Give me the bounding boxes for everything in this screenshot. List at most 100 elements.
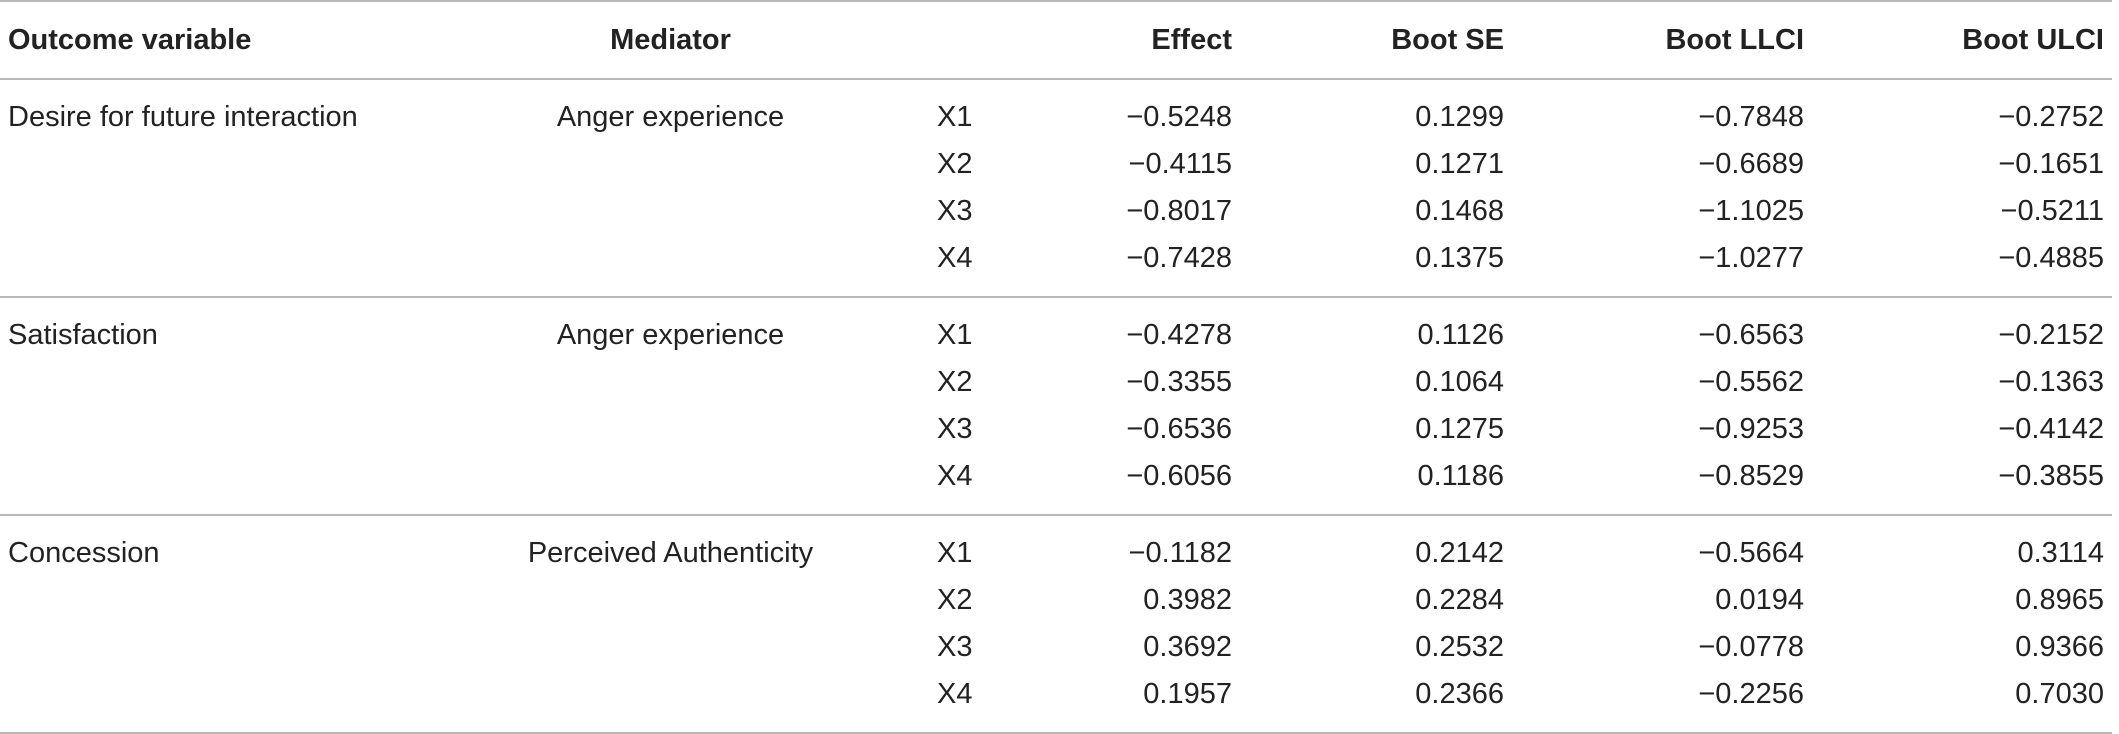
- mediator-cell-empty: [468, 671, 873, 733]
- predictor-cell: X3: [937, 413, 973, 445]
- table-row: X3 0.3692 0.2532 −0.0778 0.9366: [0, 624, 2112, 671]
- outcome-cell-empty: [0, 359, 468, 406]
- predictor-cell: X1: [937, 319, 973, 351]
- boot-llci-cell: −0.5664: [1698, 537, 1804, 569]
- boot-llci-cell: −0.8529: [1698, 460, 1804, 492]
- table-row: X2 0.3982 0.2284 0.0194 0.8965: [0, 577, 2112, 624]
- outcome-cell-empty: [0, 671, 468, 733]
- boot-llci-cell: −1.1025: [1698, 195, 1804, 227]
- effect-cell: −0.6056: [1126, 460, 1232, 492]
- mediator-cell-empty: [468, 359, 873, 406]
- table-row: X3 −0.8017 0.1468 −1.1025 −0.5211: [0, 188, 2112, 235]
- effect-cell: 0.3692: [1143, 631, 1232, 663]
- outcome-cell-empty: [0, 453, 468, 515]
- effect-cell: −0.4278: [1126, 319, 1232, 351]
- boot-llci-cell: −0.6563: [1698, 319, 1804, 351]
- boot-se-cell: 0.1468: [1415, 195, 1504, 227]
- predictor-cell: X4: [937, 678, 973, 710]
- table-row: X2 −0.3355 0.1064 −0.5562 −0.1363: [0, 359, 2112, 406]
- outcome-cell: Desire for future interaction: [8, 101, 358, 133]
- effect-cell: −0.6536: [1126, 413, 1232, 445]
- effect-cell: 0.3982: [1143, 584, 1232, 616]
- header-boot-se: Boot SE: [1391, 23, 1504, 56]
- table-row: Satisfaction Anger experience X1 −0.4278…: [0, 297, 2112, 359]
- predictor-cell: X2: [937, 148, 973, 180]
- boot-ulci-cell: 0.3114: [2017, 537, 2104, 569]
- boot-ulci-cell: −0.1363: [1998, 366, 2104, 398]
- effect-cell: −0.7428: [1126, 242, 1232, 274]
- effect-cell: −0.5248: [1126, 101, 1232, 133]
- mediator-cell-empty: [468, 235, 873, 297]
- boot-se-cell: 0.2142: [1415, 537, 1504, 569]
- predictor-cell: X3: [937, 195, 973, 227]
- boot-se-cell: 0.1375: [1415, 242, 1504, 274]
- boot-ulci-cell: 0.8965: [2015, 584, 2104, 616]
- boot-ulci-cell: 0.7030: [2015, 678, 2104, 710]
- boot-llci-cell: −0.2256: [1698, 678, 1804, 710]
- table-body: Desire for future interaction Anger expe…: [0, 79, 2112, 733]
- header-boot-ulci: Boot ULCI: [1962, 23, 2104, 56]
- effect-cell: −0.3355: [1126, 366, 1232, 398]
- boot-se-cell: 0.1275: [1415, 413, 1504, 445]
- outcome-cell-empty: [0, 624, 468, 671]
- boot-ulci-cell: −0.2152: [1998, 319, 2104, 351]
- table-row: Desire for future interaction Anger expe…: [0, 79, 2112, 141]
- table-row: X3 −0.6536 0.1275 −0.9253 −0.4142: [0, 406, 2112, 453]
- outcome-cell: Concession: [8, 537, 160, 569]
- boot-llci-cell: −0.0778: [1698, 631, 1804, 663]
- boot-llci-cell: 0.0194: [1715, 584, 1804, 616]
- mediator-cell: Anger experience: [556, 319, 785, 351]
- mediator-cell: Anger experience: [556, 101, 785, 133]
- boot-ulci-cell: 0.9366: [2015, 631, 2104, 663]
- outcome-cell-empty: [0, 235, 468, 297]
- header-outcome-variable: Outcome variable: [8, 23, 252, 56]
- table-row: X4 −0.6056 0.1186 −0.8529 −0.3855: [0, 453, 2112, 515]
- effect-cell: −0.8017: [1126, 195, 1232, 227]
- mediator-cell-empty: [468, 141, 873, 188]
- predictor-cell: X1: [937, 537, 973, 569]
- boot-ulci-cell: −0.4885: [1998, 242, 2104, 274]
- table-row: X4 0.1957 0.2366 −0.2256 0.7030: [0, 671, 2112, 733]
- effect-cell: −0.4115: [1128, 148, 1232, 180]
- table-row: X2 −0.4115 0.1271 −0.6689 −0.1651: [0, 141, 2112, 188]
- mediator-cell-empty: [468, 453, 873, 515]
- header-boot-llci: Boot LLCI: [1665, 23, 1804, 56]
- header-mediator: Mediator: [610, 23, 731, 56]
- boot-ulci-cell: −0.4142: [1998, 413, 2104, 445]
- predictor-cell: X3: [937, 631, 973, 663]
- boot-llci-cell: −0.9253: [1698, 413, 1804, 445]
- effect-cell: −0.1182: [1128, 537, 1232, 569]
- boot-llci-cell: −1.0277: [1698, 242, 1804, 274]
- predictor-cell: X2: [937, 584, 973, 616]
- mediator-cell-empty: [468, 624, 873, 671]
- boot-ulci-cell: −0.2752: [1998, 101, 2104, 133]
- table-row: Concession Perceived Authenticity X1 −0.…: [0, 515, 2112, 577]
- boot-ulci-cell: −0.3855: [1998, 460, 2104, 492]
- effect-cell: 0.1957: [1143, 678, 1232, 710]
- boot-ulci-cell: −0.5211: [2000, 195, 2104, 227]
- boot-se-cell: 0.2366: [1415, 678, 1504, 710]
- boot-llci-cell: −0.6689: [1698, 148, 1804, 180]
- mediator-cell-empty: [468, 188, 873, 235]
- table-row: X4 −0.7428 0.1375 −1.0277 −0.4885: [0, 235, 2112, 297]
- predictor-cell: X4: [937, 242, 973, 274]
- boot-se-cell: 0.1064: [1415, 366, 1504, 398]
- outcome-cell-empty: [0, 577, 468, 624]
- outcome-cell-empty: [0, 141, 468, 188]
- boot-se-cell: 0.1126: [1417, 319, 1504, 351]
- outcome-cell: Satisfaction: [8, 319, 158, 351]
- boot-se-cell: 0.2532: [1415, 631, 1504, 663]
- predictor-cell: X1: [937, 101, 973, 133]
- table-header: Outcome variable Mediator Effect Boot SE…: [0, 1, 2112, 79]
- outcome-cell-empty: [0, 188, 468, 235]
- mediator-cell: Perceived Authenticity: [527, 537, 814, 569]
- boot-ulci-cell: −0.1651: [1998, 148, 2104, 180]
- mediator-cell-empty: [468, 577, 873, 624]
- boot-se-cell: 0.1271: [1415, 148, 1504, 180]
- boot-se-cell: 0.1299: [1415, 101, 1504, 133]
- predictor-cell: X2: [937, 366, 973, 398]
- predictor-cell: X4: [937, 460, 973, 492]
- header-effect: Effect: [1151, 23, 1232, 56]
